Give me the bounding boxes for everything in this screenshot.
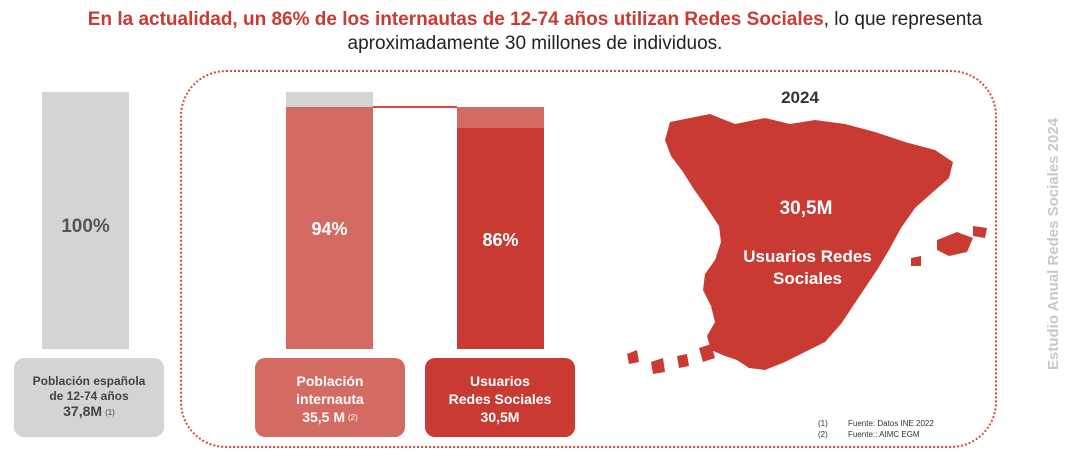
source-row: (1) Fuente: Datos INE 2022 [818, 418, 934, 429]
card-internet-note: (2) [348, 413, 358, 422]
bar-total-value-label: 100% [42, 216, 129, 238]
sources: (1) Fuente: Datos INE 2022 (2) Fuente:: … [818, 418, 934, 440]
canary-islands-shape-1 [627, 350, 639, 364]
card-internet-line1: Población [255, 372, 405, 390]
card-social-line1: Usuarios [425, 372, 575, 390]
bar-social-remainder [457, 107, 544, 129]
canary-islands-shape-5 [719, 334, 727, 346]
card-social-line2: Redes Sociales [425, 390, 575, 408]
card-internet-line2: internauta [255, 390, 405, 408]
source-ref: (1) [818, 418, 848, 429]
canary-islands-shape-2 [651, 358, 665, 374]
balearic-ibiza-shape [911, 256, 921, 266]
map-year: 2024 [760, 88, 840, 108]
card-total-population: Población española de 12-74 años 37,8M (1… [14, 358, 164, 437]
bar-social-value-label: 86% [457, 230, 544, 251]
side-label: Estudio Anual Redes Sociales 2024 [1042, 70, 1066, 370]
map-label-line2: Sociales [720, 268, 895, 290]
source-ref: (2) [818, 429, 848, 440]
headline: En la actualidad, un 86% de los internau… [0, 8, 1070, 56]
headline-highlight: En la actualidad, un 86% de los internau… [88, 9, 824, 30]
card-social-number: 30,5M [425, 408, 575, 426]
card-internet-population: Población internauta 35,5 M (2) [255, 358, 405, 437]
spain-mainland-shape [665, 114, 953, 370]
source-row: (2) Fuente:: AIMC EGM [818, 429, 934, 440]
balearic-menorca-shape [973, 226, 987, 238]
canary-islands-shape-3 [677, 354, 689, 368]
card-social-users: Usuarios Redes Sociales 30,5M [425, 358, 575, 437]
map-value: 30,5M [740, 198, 872, 220]
source-text: Fuente:: AIMC EGM [848, 429, 920, 440]
bar-internet-remainder [286, 92, 373, 107]
card-total-line2: de 12-74 años [14, 389, 164, 404]
source-text: Fuente: Datos INE 2022 [848, 418, 934, 429]
map-label: Usuarios Redes Sociales [720, 246, 895, 290]
headline-line2: aproximadamente 30 millones de individuo… [0, 32, 1070, 56]
card-total-note: (1) [105, 408, 115, 417]
bar-connector-line [373, 106, 457, 108]
card-internet-number: 35,5 M [302, 409, 345, 425]
balearic-mallorca-shape [937, 232, 973, 256]
bar-internet-value-label: 94% [286, 219, 373, 240]
map-label-line1: Usuarios Redes [720, 246, 895, 268]
headline-rest: , lo que representa [824, 9, 982, 30]
card-total-number: 37,8M [63, 403, 102, 419]
card-total-line1: Población española [14, 374, 164, 389]
